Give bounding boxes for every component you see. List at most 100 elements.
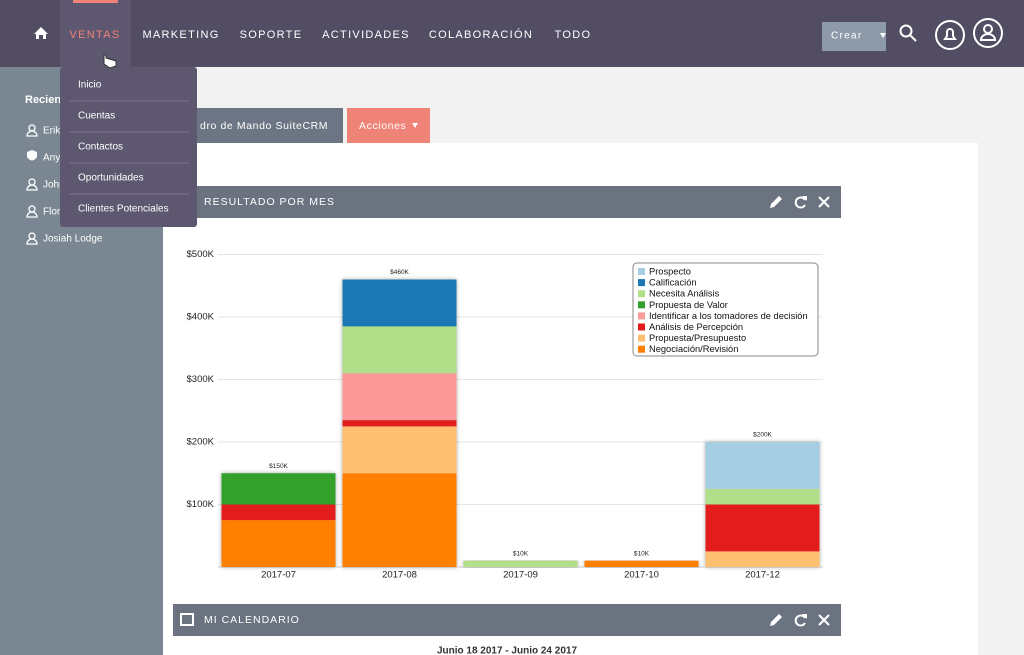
person-icon: [26, 238, 38, 245]
search-icon[interactable]: [899, 24, 913, 38]
dashlet-header: [173, 604, 841, 636]
refresh-arrow: [802, 614, 807, 619]
person-icon: [26, 130, 38, 137]
nav-item[interactable]: SOPORTE: [240, 29, 303, 41]
cursor: [103, 54, 117, 69]
refresh-icon[interactable]: [794, 196, 806, 209]
total-label: $10K: [634, 550, 650, 557]
legend-swatch: [638, 268, 645, 275]
legend-swatch: [638, 301, 645, 309]
legend-label: Negociación/Revisión: [649, 344, 738, 354]
legend-label: Propuesta de Valor: [649, 300, 728, 310]
recent-item[interactable]: Erik: [43, 126, 61, 137]
nav-item[interactable]: ACTIVIDADES: [322, 29, 410, 41]
legend-swatch: [638, 279, 645, 287]
shield-icon: [27, 150, 37, 161]
edit-icon[interactable]: [770, 614, 782, 626]
user-body: [979, 33, 997, 41]
total-label: $200K: [753, 432, 772, 439]
y-tick-label: $200K: [187, 437, 215, 448]
bar-segment: [705, 442, 820, 489]
bar-segment: [342, 326, 457, 374]
person-icon: [26, 211, 38, 218]
dropdown-menu: [60, 67, 197, 227]
legend-swatch: [638, 334, 645, 342]
refresh-icon[interactable]: [794, 614, 806, 627]
bar-stack: [221, 473, 336, 567]
x-tick-label: 2017-12: [745, 570, 780, 581]
recent-item[interactable]: Josiah Lodge: [43, 234, 103, 245]
legend-swatch: [638, 345, 645, 353]
create-caret: [880, 33, 886, 38]
bar-segment: [705, 488, 820, 505]
menu-item[interactable]: Inicio: [78, 80, 102, 91]
bar-segment: [221, 473, 336, 505]
actions-caret: [412, 123, 418, 128]
legend-swatch: [638, 312, 645, 320]
y-tick-label: $100K: [187, 499, 215, 510]
bar-segment: [221, 504, 336, 521]
total-label: $10K: [513, 550, 529, 557]
recent-item[interactable]: Any: [43, 153, 60, 164]
bar-segment: [342, 426, 457, 474]
dashlet-header: [173, 186, 841, 218]
nav-item[interactable]: TODO: [555, 29, 592, 41]
tab-label: dro de Mando SuiteCRM: [200, 120, 328, 132]
edit-icon[interactable]: [770, 196, 782, 208]
bar-segment: [342, 373, 457, 421]
close-icon[interactable]: [818, 614, 830, 626]
menu-item[interactable]: Clientes Potenciales: [78, 204, 169, 215]
legend-swatch: [638, 290, 645, 298]
y-tick-label: $500K: [187, 249, 215, 260]
total-label: $460K: [390, 269, 409, 276]
legend-label: Identificar a los tomadores de decisión: [649, 311, 808, 321]
notifications-button[interactable]: [935, 20, 965, 50]
legend-label: Necesita Análisis: [649, 289, 720, 299]
x-tick-label: 2017-08: [382, 570, 417, 581]
bar-stack: [705, 442, 820, 567]
y-tick-label: $400K: [187, 312, 215, 323]
recent-item[interactable]: Flor: [43, 207, 61, 218]
user-button[interactable]: [973, 18, 1003, 48]
bar-segment: [221, 520, 336, 567]
total-label: $150K: [269, 463, 288, 470]
recent-item[interactable]: John: [43, 180, 65, 191]
nav-item[interactable]: VENTAS: [70, 29, 121, 41]
x-tick-label: 2017-09: [503, 570, 538, 581]
tab-label: Acciones: [359, 120, 406, 132]
legend-label: Calificación: [649, 278, 697, 288]
bar-segment: [584, 560, 699, 567]
y-tick-label: $300K: [187, 374, 215, 385]
menu-item[interactable]: Cuentas: [78, 111, 115, 122]
sidebar-title: Recien: [25, 94, 61, 106]
menu-item[interactable]: Oportunidades: [78, 173, 144, 184]
bar-segment: [705, 551, 820, 567]
legend-box: [632, 262, 819, 357]
create-label: Crear: [831, 31, 863, 42]
close-icon[interactable]: [818, 196, 830, 208]
bar-stack: [342, 279, 457, 567]
create-button[interactable]: [822, 22, 886, 51]
nav-item[interactable]: MARKETING: [142, 29, 219, 41]
bar-segment: [342, 473, 457, 567]
legend-swatch: [638, 323, 645, 331]
search-handle: [909, 34, 917, 42]
legend-label: Prospecto: [649, 266, 691, 276]
calendar-range: Junio 18 2017 - Junio 24 2017: [437, 646, 578, 655]
home-icon[interactable]: [34, 27, 48, 39]
legend-label: Propuesta/Presupuesto: [649, 333, 746, 343]
bar-segment: [705, 504, 820, 552]
legend-label: Análisis de Percepción: [649, 322, 743, 332]
dashlet-title: RESULTADO POR MES: [204, 196, 335, 208]
bar-stack: [584, 560, 699, 567]
bar-segment: [463, 560, 578, 567]
tab-dashboard[interactable]: [173, 108, 343, 143]
active-nav-bg: [60, 0, 131, 67]
dashlet-title: MI CALENDARIO: [204, 614, 300, 626]
person-icon: [26, 184, 38, 191]
menu-item[interactable]: Contactos: [78, 142, 123, 153]
refresh-arrow: [802, 196, 807, 201]
dashboard-panel: [163, 143, 978, 655]
nav-item[interactable]: COLABORACIÓN: [429, 28, 533, 41]
